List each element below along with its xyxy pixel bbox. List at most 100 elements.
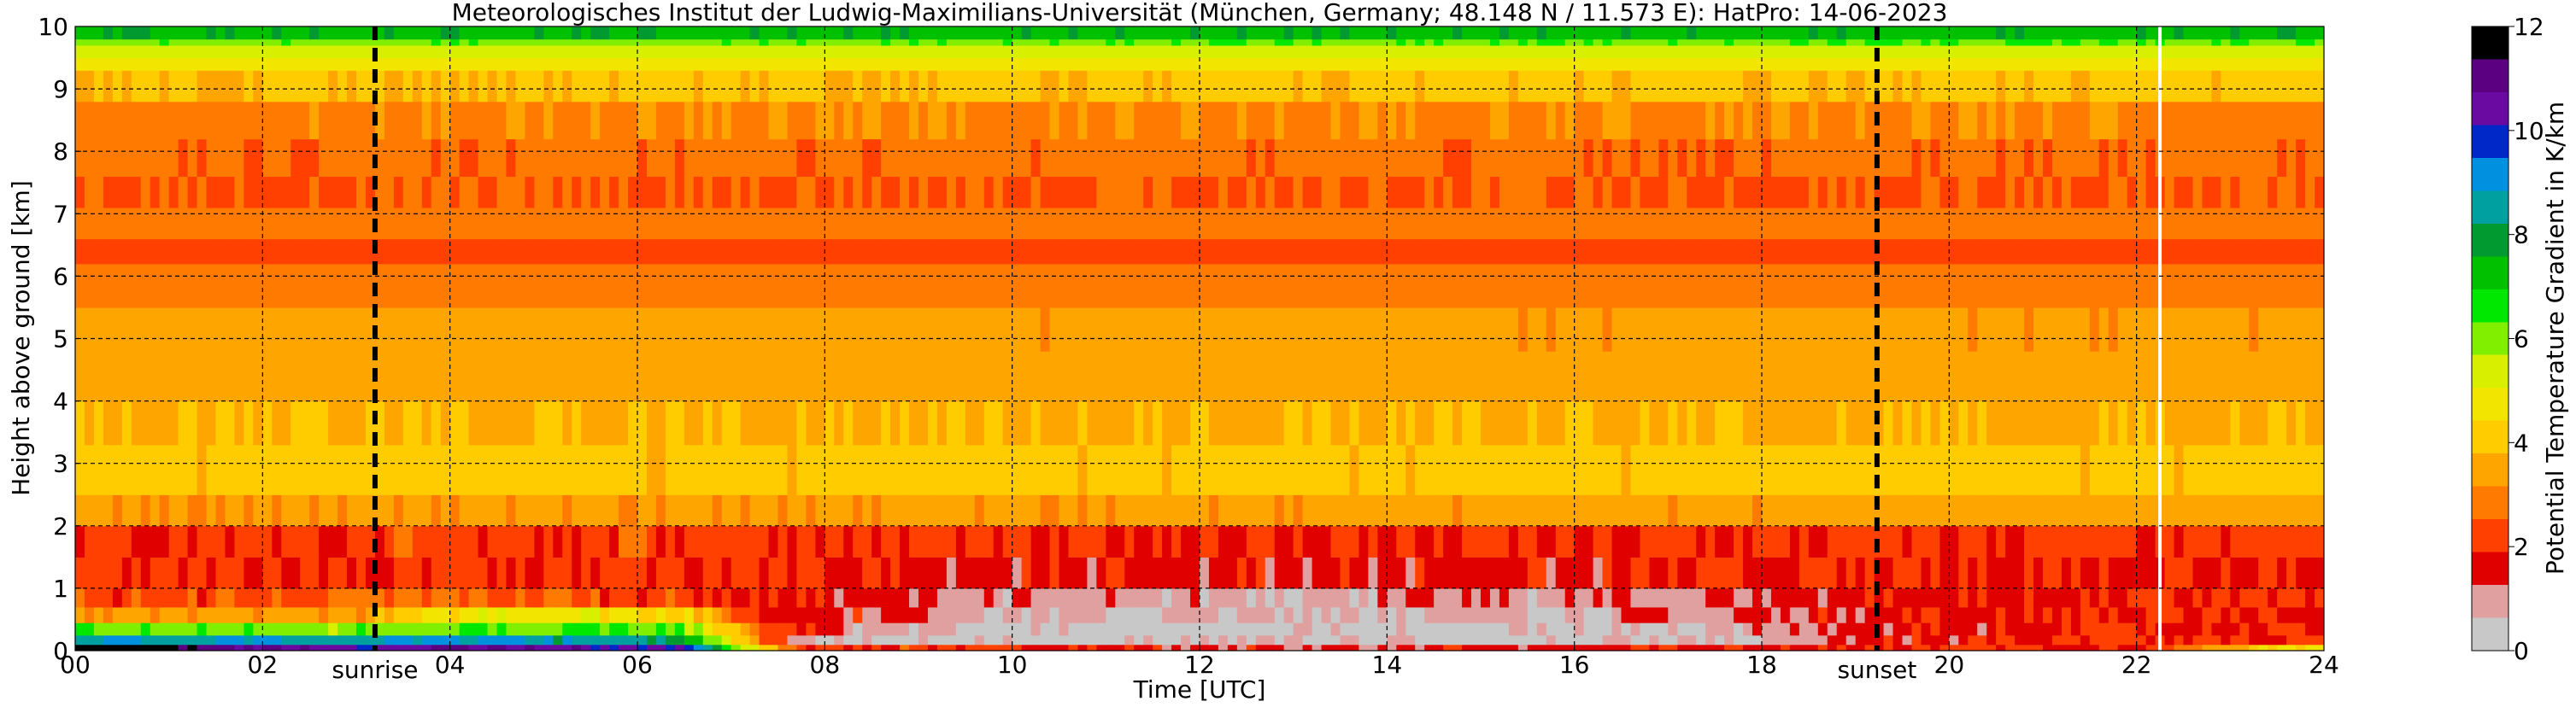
heatmap-cell: [1817, 351, 1828, 402]
heatmap-cell: [1630, 263, 1641, 308]
heatmap-cell: [1143, 400, 1153, 446]
heatmap-cell: [1134, 634, 1144, 646]
heatmap-cell: [702, 494, 713, 527]
heatmap-cell: [121, 138, 132, 178]
heatmap-cell: [506, 400, 517, 446]
heatmap-cell: [449, 207, 461, 240]
heatmap-cell: [1734, 101, 1744, 140]
heatmap-cell: [525, 644, 535, 651]
heatmap-cell: [1762, 525, 1772, 558]
heatmap-cell: [646, 444, 657, 495]
heatmap-cell: [2089, 138, 2100, 178]
heatmap-cell: [1415, 622, 1425, 636]
heatmap-cell: [2080, 57, 2091, 71]
heatmap-cell: [1536, 557, 1547, 589]
heatmap-cell: [1911, 400, 1922, 446]
heatmap-cell: [674, 587, 685, 608]
heatmap-cell: [2127, 494, 2138, 527]
heatmap-cell: [468, 44, 479, 59]
heatmap-cell: [1817, 70, 1828, 102]
heatmap-cell: [1200, 634, 1210, 646]
heatmap-cell: [1171, 644, 1182, 651]
heatmap-cell: [2043, 557, 2053, 589]
heatmap-cell: [1181, 263, 1191, 308]
heatmap-cell: [900, 238, 910, 265]
heatmap-cell: [1068, 351, 1079, 402]
heatmap-cell: [431, 351, 442, 402]
heatmap-cell: [1611, 263, 1622, 308]
heatmap-cell: [759, 70, 770, 102]
heatmap-cell: [2136, 634, 2147, 646]
heatmap-cell: [234, 57, 244, 71]
heatmap-cell: [1705, 525, 1716, 558]
heatmap-cell: [684, 622, 695, 636]
heatmap-cell: [1489, 238, 1500, 265]
heatmap-cell: [1499, 606, 1510, 623]
heatmap-cell: [1143, 263, 1153, 308]
heatmap-cell: [1527, 557, 1538, 589]
heatmap-cell: [1921, 238, 1931, 265]
heatmap-cell: [1705, 644, 1716, 651]
heatmap-cell: [281, 307, 291, 352]
heatmap-cell: [927, 57, 938, 71]
heatmap-cell: [1986, 606, 1997, 623]
heatmap-cell: [936, 70, 948, 102]
heatmap-cell: [1770, 400, 1781, 446]
heatmap-cell: [731, 644, 742, 651]
heatmap-cell: [2061, 263, 2072, 308]
heatmap-cell: [1808, 400, 1819, 446]
heatmap-cell: [272, 525, 282, 558]
heatmap-cell: [2296, 207, 2306, 240]
heatmap-cell: [1302, 57, 1313, 71]
heatmap-cell: [1724, 644, 1734, 651]
heatmap-cell: [1321, 57, 1332, 71]
heatmap-cell: [1077, 101, 1088, 140]
heatmap-cell: [581, 634, 591, 646]
heatmap-cell: [1068, 606, 1079, 623]
heatmap-cell: [1368, 622, 1378, 636]
heatmap-cell: [740, 444, 751, 495]
heatmap-cell: [1049, 644, 1060, 651]
heatmap-cell: [150, 351, 161, 402]
heatmap-cell: [319, 101, 329, 140]
heatmap-cell: [1481, 263, 1491, 308]
heatmap-cell: [290, 176, 301, 208]
heatmap-cell: [1236, 634, 1247, 646]
heatmap-cell: [1902, 634, 1913, 646]
heatmap-cell: [272, 557, 282, 589]
heatmap-cell: [1593, 263, 1604, 308]
heatmap-cell: [1162, 587, 1172, 608]
heatmap-cell: [1218, 494, 1229, 527]
heatmap-cell: [1321, 263, 1332, 308]
heatmap-cell: [1649, 622, 1659, 636]
heatmap-cell: [1939, 644, 1950, 651]
heatmap-cell: [983, 634, 995, 646]
heatmap-cell: [1274, 70, 1285, 102]
heatmap-cell: [2174, 644, 2185, 651]
heatmap-cell: [1968, 238, 1978, 265]
heatmap-cell: [768, 263, 779, 308]
heatmap-cell: [244, 101, 254, 140]
heatmap-cell: [1255, 263, 1266, 308]
heatmap-cell: [749, 622, 760, 636]
heatmap-cell: [393, 622, 404, 636]
heatmap-cell: [2024, 587, 2034, 608]
heatmap-cell: [75, 238, 85, 265]
heatmap-cell: [1677, 634, 1687, 646]
heatmap-cell: [112, 207, 123, 240]
heatmap-cell: [1696, 138, 1706, 178]
heatmap-cell: [1415, 444, 1425, 495]
heatmap-cell: [1405, 494, 1416, 527]
heatmap-cell: [272, 494, 282, 527]
heatmap-cell: [1077, 494, 1088, 527]
heatmap-cell: [2258, 307, 2268, 352]
heatmap-cell: [712, 525, 723, 558]
heatmap-cell: [1358, 644, 1369, 651]
heatmap-cell: [337, 57, 348, 71]
heatmap-cell: [262, 263, 273, 308]
heatmap-cell: [440, 263, 451, 308]
heatmap-cell: [1106, 351, 1116, 402]
heatmap-cell: [749, 494, 760, 527]
heatmap-cell: [1387, 238, 1397, 265]
heatmap-cell: [853, 622, 863, 636]
